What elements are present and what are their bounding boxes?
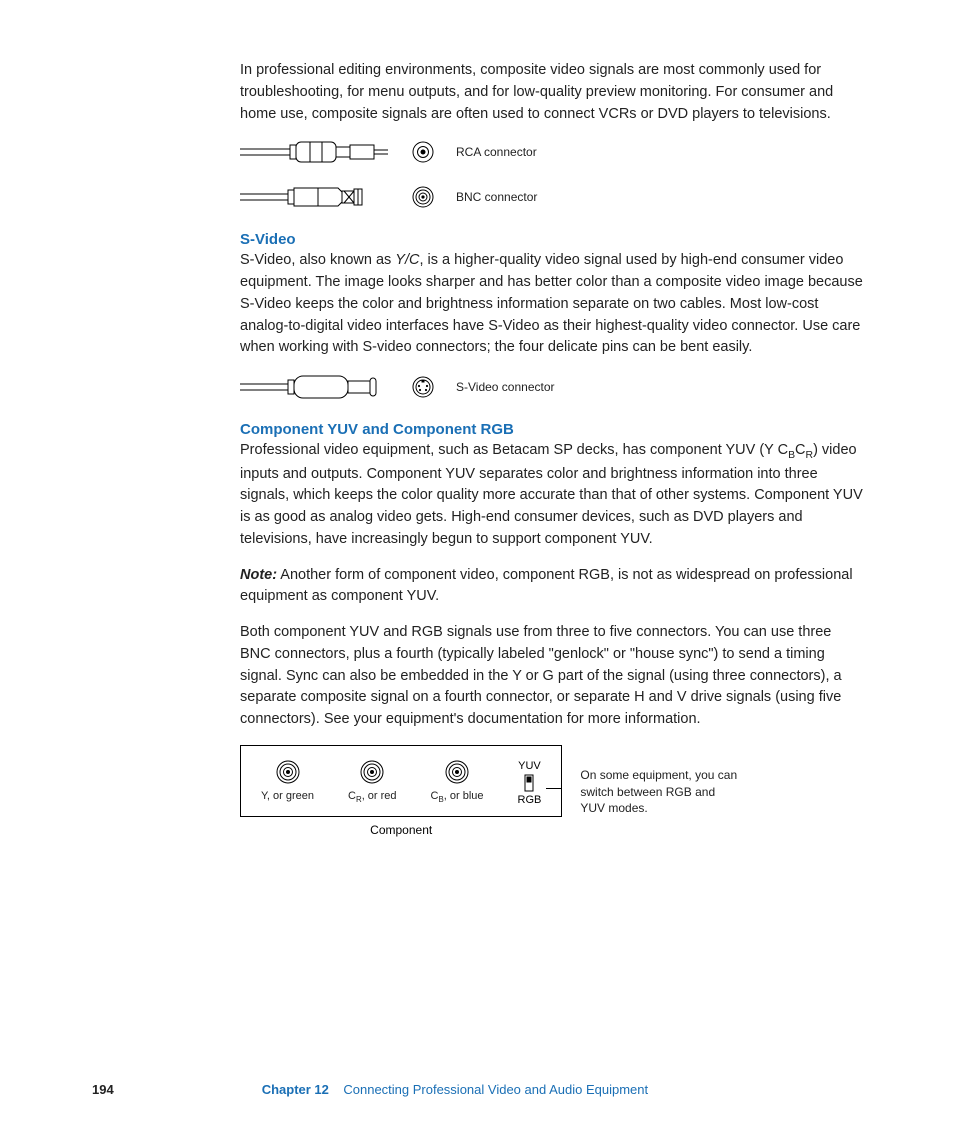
component-body2: Both component YUV and RGB signals use f… [240,622,864,731]
bnc-cb-icon [445,760,469,784]
svideo-connector-row: S-Video connector [240,373,864,401]
page-footer: 194 Chapter 12 Connecting Professional V… [0,1082,954,1097]
component-body1-pre: Professional video equipment, such as Be… [240,442,788,458]
svideo-body: S-Video, also known as Y/C, is a higher-… [240,250,864,359]
component-body1: Professional video equipment, such as Be… [240,440,864,551]
component-body1-mid: C [795,442,805,458]
svideo-pre: S-Video, also known as [240,252,395,268]
svideo-jack-icon [412,376,434,398]
component-body1-sub1: B [788,450,795,461]
svideo-heading: S-Video [240,231,864,248]
switch-icon [524,774,534,792]
bnc-y-icon [276,760,300,784]
rca-connector-row: RCA connector [240,139,864,165]
bnc-cable-icon [240,183,390,211]
chapter-title: Connecting Professional Video and Audio … [343,1082,648,1097]
component-heading: Component YUV and Component RGB [240,421,864,438]
svideo-label: S-Video connector [456,380,555,394]
page-number: 194 [92,1082,114,1097]
note-body: Another form of component video, compone… [240,567,853,605]
chapter-label: Chapter 12 [262,1082,329,1097]
component-body1-sub2: R [806,450,814,461]
yuv-rgb-switch: YUV RGB [518,760,542,806]
rca-jack-icon [412,141,434,163]
cb-label: CB, or blue [431,790,484,804]
bnc-jack-icon [412,186,434,208]
component-diagram: Y, or green CR, or red [240,745,864,837]
svideo-ital: Y/C [395,252,419,268]
intro-paragraph: In professional editing environments, co… [240,60,864,125]
y-label: Y, or green [261,790,314,802]
callout-line [546,788,562,789]
bnc-connector-row: BNC connector [240,183,864,211]
rgb-label: RGB [518,794,542,806]
component-box: Y, or green CR, or red [240,745,562,817]
component-note: Note: Another form of component video, c… [240,565,864,609]
rca-cable-icon [240,139,390,165]
cr-label: CR, or red [348,790,397,804]
note-label: Note: [240,567,277,583]
yuv-label: YUV [518,760,541,772]
rca-label: RCA connector [456,145,537,159]
component-caption: Component [370,823,432,837]
chapter-ref: Chapter 12 Connecting Professional Video… [262,1082,648,1097]
bnc-label: BNC connector [456,190,537,204]
component-side-note: On some equipment, you can switch betwee… [580,767,740,817]
bnc-cr-icon [360,760,384,784]
svideo-cable-icon [240,373,390,401]
